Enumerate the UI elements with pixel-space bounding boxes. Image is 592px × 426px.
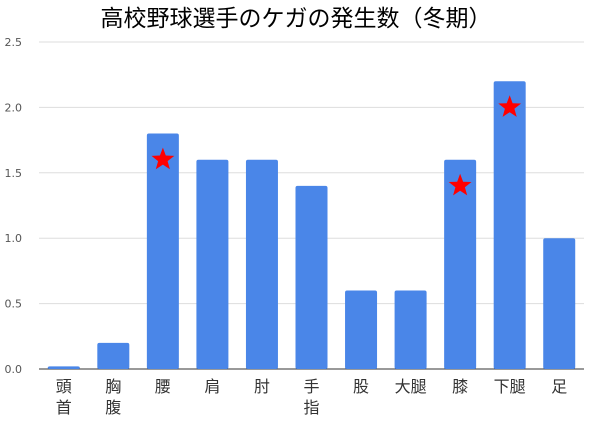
star-marker <box>498 95 522 117</box>
y-tick-label: 0.0 <box>5 363 23 376</box>
bar <box>345 290 378 369</box>
x-tick-label: 胸 <box>105 377 121 396</box>
y-tick-label: 1.5 <box>5 167 23 180</box>
x-tick-label: 股 <box>353 377 369 396</box>
bar <box>493 81 526 370</box>
x-tick-label: 下腿 <box>494 377 526 396</box>
bar <box>295 185 328 369</box>
star-marker <box>151 147 175 170</box>
bar <box>97 342 130 369</box>
bar <box>394 290 427 369</box>
y-tick-label: 1.0 <box>5 232 23 245</box>
x-tick-label: 手 <box>303 377 319 396</box>
star-marker <box>448 173 472 196</box>
x-tick-label: 腰 <box>155 377 171 396</box>
x-tick-label: 膝 <box>452 377 468 396</box>
bar <box>196 159 229 369</box>
x-tick-label: 大腿 <box>395 377 427 396</box>
y-tick-label: 0.5 <box>5 298 23 311</box>
x-tick-label: 肩 <box>204 377 220 396</box>
y-tick-label: 2.5 <box>5 36 23 49</box>
x-tick-label: 首 <box>56 398 72 417</box>
x-tick-label: 肘 <box>254 377 270 396</box>
x-tick-label: 腹 <box>105 398 121 417</box>
y-tick-label: 2.0 <box>5 101 23 114</box>
bar <box>245 159 278 369</box>
x-tick-label: 足 <box>551 377 567 396</box>
bar <box>543 238 576 369</box>
bar <box>47 366 80 369</box>
x-tick-label: 頭 <box>56 377 72 396</box>
bar <box>146 133 179 369</box>
chart-title: 高校野球選手のケガの発生数（冬期） <box>100 6 492 32</box>
bar <box>444 159 477 369</box>
x-tick-label: 指 <box>303 398 319 417</box>
